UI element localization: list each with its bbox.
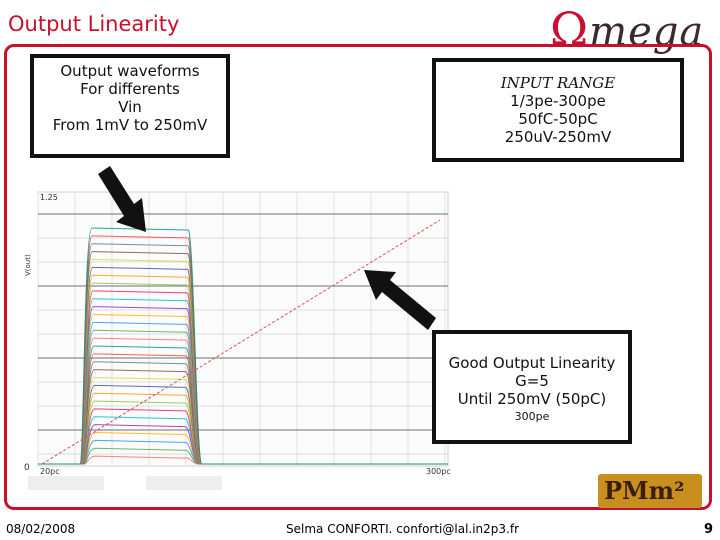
input-range-line: 1/3pe-300pe bbox=[510, 92, 606, 110]
waveform-note-line: Vin bbox=[118, 98, 142, 116]
waveform-note-line: Output waveforms bbox=[60, 62, 200, 80]
omega-logo-symbol: Ω bbox=[550, 2, 590, 56]
x-left-label: 20pc bbox=[40, 467, 60, 476]
y-axis-label: V(out) bbox=[24, 254, 32, 276]
plot-svg: 1.25 V(out) 0 20pc 300pc bbox=[20, 186, 480, 492]
input-range-heading: INPUT RANGE bbox=[500, 74, 616, 92]
plot-footer-patch-right bbox=[146, 476, 222, 490]
linearity-line-text: Until 250mV (50pC) bbox=[457, 390, 607, 408]
linearity-small-label: 300pe bbox=[514, 410, 550, 423]
waveform-note-line: For differents bbox=[80, 80, 180, 98]
footer-page-number: 9 bbox=[704, 522, 714, 537]
waveform-plot: 1.25 V(out) 0 20pc 300pc bbox=[20, 186, 480, 492]
y-zero-label: 0 bbox=[24, 463, 30, 473]
linearity-line bbox=[41, 219, 441, 465]
omega-logo-text: mega bbox=[589, 9, 705, 55]
arrow-down-icon bbox=[98, 166, 146, 232]
input-range-line: 50fC-50pC bbox=[518, 110, 598, 128]
footer-date: 08/02/2008 bbox=[6, 522, 76, 536]
input-range-box: INPUT RANGE 1/3pe-300pe 50fC-50pC 250uV-… bbox=[432, 58, 684, 162]
y-max-label: 1.25 bbox=[40, 193, 58, 202]
omega-logo: Ωmega bbox=[550, 2, 704, 56]
x-right-label: 300pc bbox=[426, 467, 451, 476]
waveform-trace bbox=[38, 447, 448, 465]
waveform-traces bbox=[38, 227, 448, 465]
waveform-trace bbox=[38, 455, 448, 465]
waveform-note-box: Output waveforms For differents Vin From… bbox=[30, 54, 230, 158]
footer-author: Selma CONFORTI. conforti@lal.in2p3.fr bbox=[286, 522, 520, 536]
linearity-line-text: Good Output Linearity bbox=[448, 354, 616, 372]
linearity-box: Good Output Linearity G=5 Until 250mV (5… bbox=[432, 330, 632, 444]
input-range-line: 250uV-250mV bbox=[504, 128, 612, 146]
pmm2-logo: PMm² bbox=[598, 474, 702, 508]
slide-title: Output Linearity bbox=[8, 12, 180, 36]
waveform-note-line: From 1mV to 250mV bbox=[52, 116, 208, 134]
plot-footer-patch-left bbox=[28, 476, 104, 490]
arrow-up-left-icon bbox=[364, 270, 436, 330]
pmm2-logo-text: PMm² bbox=[604, 476, 685, 505]
linearity-line-text: G=5 bbox=[515, 372, 549, 390]
content-frame bbox=[4, 44, 712, 510]
